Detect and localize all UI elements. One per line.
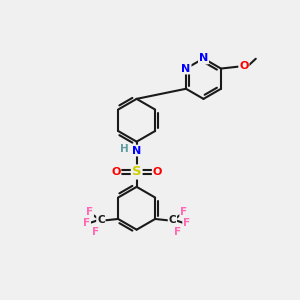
Text: C: C: [97, 215, 105, 225]
Text: N: N: [182, 64, 190, 74]
Text: N: N: [199, 53, 208, 64]
Text: F: F: [180, 207, 187, 217]
Text: O: O: [111, 167, 121, 177]
Text: F: F: [83, 218, 90, 228]
Text: C: C: [169, 215, 176, 225]
Text: S: S: [132, 166, 141, 178]
Text: O: O: [239, 61, 249, 71]
Text: F: F: [183, 218, 190, 228]
Text: H: H: [120, 144, 128, 154]
Text: F: F: [174, 227, 181, 237]
Text: F: F: [86, 207, 93, 217]
Text: F: F: [92, 227, 99, 237]
Text: N: N: [132, 146, 141, 156]
Text: O: O: [153, 167, 162, 177]
